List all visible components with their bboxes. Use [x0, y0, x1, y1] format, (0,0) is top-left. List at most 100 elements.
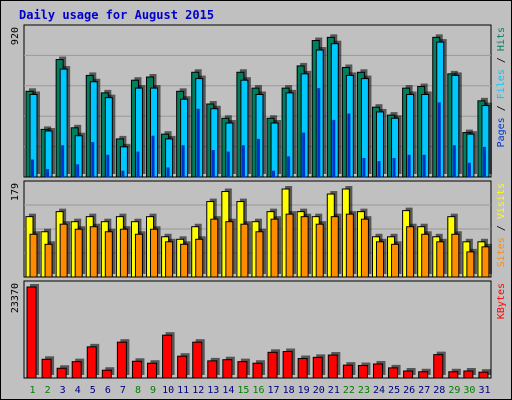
bar-pages-day-2: [46, 169, 50, 177]
x-tick-label-day-4: 4: [75, 385, 81, 396]
bar-pages-day-20: [317, 88, 321, 177]
bar-pages-day-3: [61, 145, 65, 177]
bar-pages-day-16: [256, 138, 260, 177]
bar-sites-day-15: [240, 221, 251, 278]
bar-pages-day-12: [196, 108, 200, 177]
bar-sites-day-2: [44, 241, 56, 278]
bar-kbytes-day-18: [282, 348, 296, 379]
bar-sites-day-10: [165, 238, 176, 278]
bar-sites-day-27: [421, 231, 432, 278]
bar-sites-day-19: [300, 213, 312, 278]
bar-pages-day-8: [136, 151, 140, 177]
bar-kbytes-day-13: [207, 357, 220, 379]
bar-pages-day-7: [121, 170, 125, 177]
bar-sites-day-20: [315, 221, 327, 278]
x-tick-label-day-11: 11: [177, 385, 189, 396]
bar-kbytes-day-3: [56, 365, 70, 379]
bar-kbytes-day-10: [162, 332, 175, 379]
x-tick-label-day-18: 18: [283, 385, 295, 396]
x-tick-label-day-17: 17: [268, 385, 280, 396]
bar-sites-day-16: [255, 228, 266, 278]
bar-kbytes-day-23: [357, 362, 371, 379]
x-tick-label-day-2: 2: [45, 385, 51, 396]
bar-sites-day-30: [466, 248, 477, 278]
legend-kbytes: KBytes: [496, 283, 507, 319]
bar-kbytes-day-21: [327, 352, 341, 379]
x-tick-label-day-15: 15: [237, 385, 249, 396]
bar-pages-day-19: [302, 132, 306, 177]
x-tick-label-day-7: 7: [120, 385, 126, 396]
legend-visits-sites: Sites / Visits: [496, 183, 507, 267]
x-tick-label-day-8: 8: [135, 385, 141, 396]
y-max-label-kbytes: 23370: [10, 283, 21, 313]
bar-kbytes-day-27: [418, 368, 431, 379]
bar-kbytes-day-17: [267, 349, 281, 379]
bar-sites-day-17: [270, 216, 282, 278]
bar-kbytes-day-28: [433, 351, 446, 379]
legend-item-files: Files: [496, 69, 507, 105]
x-tick-label-day-16: 16: [252, 385, 264, 396]
bar-sites-day-14: [225, 218, 236, 278]
bar-pages-day-27: [422, 154, 426, 177]
bar-kbytes-day-8: [131, 358, 145, 379]
bar-sites-day-28: [436, 238, 447, 278]
legend-separator: /: [496, 105, 507, 117]
bar-kbytes-day-9: [147, 360, 160, 379]
x-tick-label-day-21: 21: [328, 385, 340, 396]
bar-kbytes-day-14: [222, 356, 235, 379]
bar-kbytes-day-31: [478, 369, 491, 379]
x-tick-label-day-14: 14: [222, 385, 234, 396]
y-max-label-hits-files-pages: 920: [10, 27, 21, 45]
bar-sites-day-31: [481, 243, 492, 278]
x-tick-label-day-26: 26: [403, 385, 415, 396]
bar-kbytes-day-7: [116, 339, 130, 379]
bar-pages-day-14: [226, 151, 230, 177]
bar-pages-day-30: [467, 162, 471, 177]
bar-pages-day-10: [166, 167, 170, 177]
bar-sites-day-9: [150, 226, 161, 278]
bar-pages-day-5: [91, 142, 95, 177]
x-tick-label-day-6: 6: [105, 385, 111, 396]
x-tick-label-day-9: 9: [150, 385, 156, 396]
bar-kbytes-day-16: [252, 360, 265, 379]
bar-pages-day-4: [76, 164, 80, 177]
bar-sites-day-3: [59, 221, 71, 278]
legend-item-hits: Hits: [496, 27, 507, 57]
bar-pages-day-25: [392, 157, 396, 177]
bar-kbytes-day-24: [372, 360, 386, 379]
bar-kbytes-day-12: [192, 339, 205, 379]
bar-sites-day-6: [104, 228, 116, 278]
x-tick-label-day-20: 20: [313, 385, 325, 396]
y-max-label-visits-sites: 179: [10, 183, 21, 201]
bar-sites-day-1: [29, 231, 40, 278]
bar-kbytes-day-30: [463, 367, 476, 379]
legend-item-pages: Pages: [496, 117, 507, 147]
bar-kbytes-day-26: [403, 367, 416, 379]
bar-pages-day-21: [332, 119, 336, 177]
bar-kbytes-day-4: [71, 358, 85, 379]
bar-kbytes-day-1: [26, 284, 39, 379]
bar-pages-day-26: [407, 154, 411, 177]
bar-sites-day-18: [285, 211, 297, 278]
bar-pages-day-23: [362, 157, 366, 177]
bar-sites-day-4: [74, 226, 86, 278]
bar-pages-day-24: [377, 161, 381, 177]
bar-sites-day-26: [406, 223, 417, 278]
bar-kbytes-day-29: [448, 368, 461, 379]
x-tick-label-day-19: 19: [298, 385, 310, 396]
x-tick-label-day-5: 5: [90, 385, 96, 396]
x-tick-label-day-29: 29: [448, 385, 460, 396]
bar-pages-day-22: [347, 113, 351, 177]
bar-kbytes-day-19: [297, 355, 311, 379]
bar-sites-day-25: [391, 241, 402, 278]
legend-item-kbytes: KBytes: [496, 283, 507, 319]
x-tick-label-day-31: 31: [478, 385, 490, 396]
bar-kbytes-day-6: [101, 367, 115, 379]
bar-sites-day-7: [119, 226, 131, 278]
legend-item-visits: Visits: [496, 183, 507, 225]
x-tick-label-day-13: 13: [207, 385, 219, 396]
x-tick-label-day-25: 25: [388, 385, 400, 396]
bar-kbytes-day-20: [312, 354, 326, 379]
x-tick-label-day-27: 27: [418, 385, 430, 396]
chart-title: Daily usage for August 2015: [19, 8, 215, 22]
